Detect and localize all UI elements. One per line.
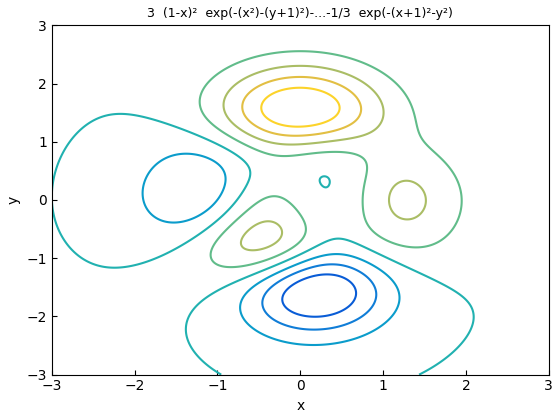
- X-axis label: x: x: [296, 399, 305, 413]
- Title: 3  (1-x)²  exp(-(x²)-(y+1)²)-...-1/3  exp(-(x+1)²-y²): 3 (1-x)² exp(-(x²)-(y+1)²)-...-1/3 exp(-…: [147, 7, 453, 20]
- Y-axis label: y: y: [7, 196, 21, 204]
